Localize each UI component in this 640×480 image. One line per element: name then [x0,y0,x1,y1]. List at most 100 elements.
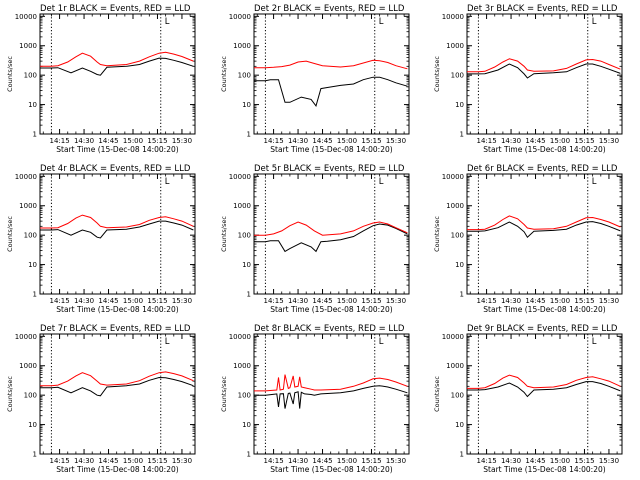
x-tick-label: 15:00 [550,137,570,145]
x-tick-label: 15:00 [337,297,357,305]
y-tick-label: 1 [247,291,251,299]
x-tick-label: 15:30 [386,137,406,145]
panel-title: Det 9r BLACK = Events, RED = LLD [467,324,618,334]
series-events [467,381,621,398]
x-tick-label: 15:30 [599,457,619,465]
series-lld [40,214,194,229]
y-tick-label: 10000 [15,173,37,181]
y-tick-label: 100 [451,72,464,80]
x-tick-label: 15:30 [599,137,619,145]
y-tick-label: 1000 [19,202,37,210]
x-tick-label: 14:15 [476,137,496,145]
x-tick-label: 15:15 [361,457,381,465]
x-tick-label: 15:15 [147,297,167,305]
y-tick-label: 10000 [15,13,37,21]
x-tick-label: 15:15 [361,137,381,145]
marker-label: L [165,17,170,27]
x-tick-label: 14:45 [98,457,118,465]
y-tick-label: 10 [28,421,37,429]
x-tick-label: 15:15 [574,457,594,465]
series-events [467,63,621,79]
series-lld [467,58,621,73]
y-tick-label: 100 [238,392,251,400]
panel-7: Det 7r BLACK = Events, RED = LLD 1 10 100 10… [6,324,196,474]
x-tick-label: 14:45 [525,297,545,305]
series-events [40,376,194,397]
x-axis-label: Start Time (15-Dec-08 14:00:20) [483,465,605,474]
y-tick-label: 1000 [446,42,464,50]
series-lld [254,374,408,392]
panel-title: Det 7r BLACK = Events, RED = LLD [40,324,191,334]
panel-8: Det 8r BLACK = Events, RED = LLD 1 10 100 10… [220,324,410,474]
plot-frame [39,173,196,295]
x-tick-label: 14:15 [476,457,496,465]
x-axis-label: Start Time (15-Dec-08 14:00:20) [483,145,605,154]
series-lld [40,371,194,387]
x-tick-label: 14:45 [312,137,332,145]
x-tick-label: 15:15 [574,137,594,145]
x-tick-label: 14:30 [501,297,521,305]
x-tick-label: 14:30 [288,457,308,465]
x-tick-label: 15:30 [386,297,406,305]
series-events [254,76,408,108]
x-tick-label: 15:00 [337,457,357,465]
x-axis-label: Start Time (15-Dec-08 14:00:20) [56,145,178,154]
y-tick-label: 1 [460,131,464,139]
series-events [254,385,408,409]
series-events [254,223,408,253]
plot-frame [39,333,196,455]
y-tick-label: 1 [247,451,251,459]
panel-title: Det 5r BLACK = Events, RED = LLD [254,164,405,174]
y-tick-label: 1 [460,291,464,299]
panel-title: Det 3r BLACK = Events, RED = LLD [467,4,618,14]
plot-frame [253,333,410,455]
y-tick-label: 10000 [229,13,251,21]
panel-6: Det 6r BLACK = Events, RED = LLD 1 10 100 10… [433,164,623,314]
y-axis-label: Counts/sec [220,216,228,252]
y-tick-label: 100 [24,232,37,240]
x-tick-label: 14:15 [49,457,69,465]
plot-frame [253,173,410,295]
plot-frame [466,333,623,455]
x-tick-label: 15:00 [123,297,143,305]
series-lld [467,215,621,231]
y-tick-label: 1 [33,131,37,139]
x-tick-label: 14:30 [288,137,308,145]
y-tick-label: 1000 [446,202,464,210]
y-tick-label: 1000 [446,362,464,370]
x-tick-label: 14:45 [312,297,332,305]
x-tick-label: 14:45 [98,137,118,145]
y-tick-label: 1000 [233,362,251,370]
x-tick-label: 14:15 [49,297,69,305]
series-events [40,220,194,239]
y-axis-label: Counts/sec [433,376,441,412]
x-tick-label: 15:00 [550,457,570,465]
y-tick-label: 1 [33,291,37,299]
x-tick-label: 15:00 [123,137,143,145]
panel-9: Det 9r BLACK = Events, RED = LLD 1 10 100 10… [433,324,623,474]
x-tick-label: 14:30 [501,457,521,465]
x-tick-label: 15:15 [147,457,167,465]
x-tick-label: 14:30 [74,137,94,145]
marker-label: L [592,337,597,347]
y-axis-label: Counts/sec [433,56,441,92]
x-tick-label: 15:00 [123,457,143,465]
panel-title: Det 8r BLACK = Events, RED = LLD [254,324,405,334]
series-lld [254,221,408,236]
x-tick-label: 15:30 [172,137,192,145]
x-axis-label: Start Time (15-Dec-08 14:00:20) [270,305,392,314]
y-tick-label: 10 [242,261,251,269]
x-tick-label: 15:00 [337,137,357,145]
x-tick-label: 14:45 [525,137,545,145]
x-tick-label: 14:15 [476,297,496,305]
x-axis-label: Start Time (15-Dec-08 14:00:20) [56,465,178,474]
x-tick-label: 15:30 [599,297,619,305]
x-axis-label: Start Time (15-Dec-08 14:00:20) [270,145,392,154]
plot-frame [39,13,196,135]
panel-title: Det 4r BLACK = Events, RED = LLD [40,164,191,174]
x-tick-label: 15:15 [574,297,594,305]
x-axis-label: Start Time (15-Dec-08 14:00:20) [270,465,392,474]
y-axis-label: Counts/sec [433,216,441,252]
panel-4: Det 4r BLACK = Events, RED = LLD 1 10 100 10… [6,164,196,314]
